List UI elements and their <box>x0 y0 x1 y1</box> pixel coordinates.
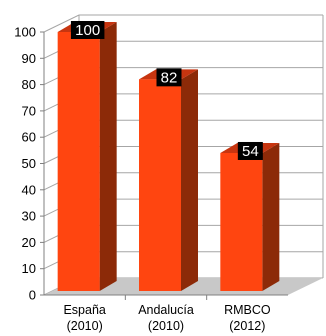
data-label-box <box>156 68 182 87</box>
x-tick-label-line: España <box>63 303 105 317</box>
bar-side <box>262 142 280 291</box>
data-labels: 100 82 54 <box>70 21 263 160</box>
bar-side <box>99 22 117 291</box>
x-tick-label: España (2010) <box>63 303 105 333</box>
y-tick-label: 100 <box>14 25 36 40</box>
data-label-box <box>70 21 105 39</box>
x-tick-label-line: (2010) <box>67 319 103 333</box>
y-tick-label: 50 <box>22 156 36 171</box>
x-tick-label-line: (2012) <box>229 319 265 333</box>
y-tick-label: 40 <box>22 182 36 197</box>
bar <box>57 22 117 291</box>
x-tick-label-line: (2010) <box>148 319 184 333</box>
bar <box>220 142 280 291</box>
data-label: 100 <box>75 22 100 39</box>
y-tick-label: 10 <box>22 261 36 276</box>
x-tick-label: Andalucía (2010) <box>138 303 194 333</box>
data-label-box <box>237 141 263 160</box>
bar-front <box>139 79 181 291</box>
bars <box>57 22 280 291</box>
x-tick-label-line: Andalucía <box>138 303 194 317</box>
y-tick-label: 30 <box>22 209 36 224</box>
bar-front <box>57 32 100 291</box>
y-tick-label: 20 <box>22 235 36 250</box>
data-label: 82 <box>161 69 178 86</box>
bar-side <box>181 69 198 291</box>
y-tick-label: 90 <box>22 51 36 66</box>
y-tick-label: 60 <box>22 130 36 145</box>
y-tick-label: 70 <box>22 103 36 118</box>
x-tick-label-line: RMBCO <box>224 303 271 317</box>
x-tick-label: RMBCO (2012) <box>224 303 271 333</box>
y-tick-label: 0 <box>29 288 36 303</box>
y-tick-label: 80 <box>22 77 36 92</box>
bar-front <box>220 152 263 291</box>
data-label: 54 <box>242 143 259 160</box>
bar <box>139 69 198 291</box>
